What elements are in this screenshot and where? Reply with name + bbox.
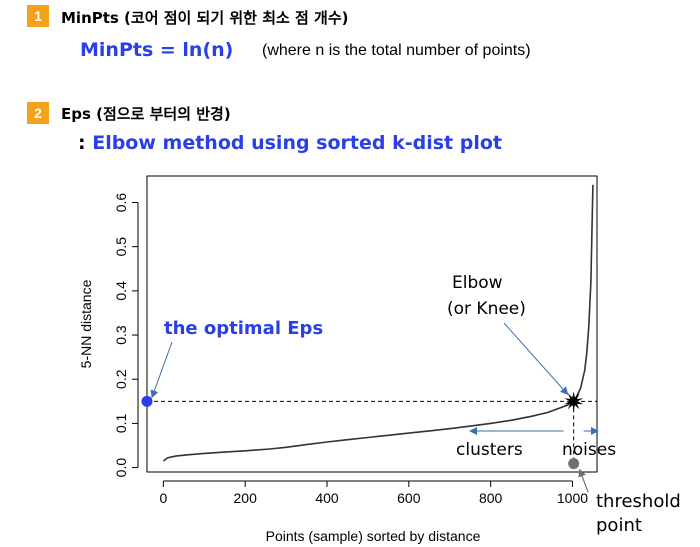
section-2-badge: 2 [27, 102, 49, 124]
elbow-label: Elbow [452, 273, 503, 293]
heading-prefix: : [78, 132, 93, 154]
elbow-method-heading: : Elbow method using sorted k-dist plot [78, 132, 502, 154]
y-tick-label: 0.6 [113, 193, 129, 213]
plot-frame [146, 175, 598, 473]
threshold-label: threshold [596, 491, 681, 512]
y-tick-label: 0.5 [113, 237, 129, 257]
threshold-dot [568, 458, 580, 470]
section-2-title: Eps (점으로 부터의 반경) [61, 105, 231, 123]
threshold-arrow [578, 468, 589, 493]
y-axis-label: 5-NN distance [78, 279, 94, 368]
optimal-eps-dot [141, 395, 153, 407]
x-tick-label: 600 [397, 490, 421, 506]
section-1-title: MinPts (코어 점이 되기 위한 최소 점 개수) [61, 9, 349, 27]
x-tick-label: 400 [315, 490, 339, 506]
minpts-note: (where n is the total number of points) [262, 42, 531, 59]
point-label: point [596, 515, 642, 536]
x-tick-label: 1000 [557, 490, 588, 506]
clusters-label: clusters [456, 440, 523, 460]
optimal-eps-label: the optimal Eps [164, 318, 323, 339]
y-tick-label: 0.1 [113, 413, 129, 433]
y-tick-label: 0.0 [113, 458, 129, 478]
y-tick-label: 0.3 [113, 325, 129, 345]
x-tick-label: 200 [234, 490, 258, 506]
x-tick-label: 800 [479, 490, 503, 506]
noises-label: noises [562, 440, 616, 460]
eps-arrow [150, 341, 173, 399]
y-tick-label: 0.2 [113, 369, 129, 389]
k-dist-curve [162, 184, 594, 462]
section-1-badge: 1 [27, 5, 49, 27]
y-tick-label: 0.4 [113, 281, 129, 301]
elbow-arrow [503, 322, 569, 396]
minpts-formula: MinPts = ln(n) [80, 39, 234, 61]
knee-label: (or Knee) [447, 299, 526, 319]
elbow-star-marker [564, 391, 584, 412]
heading-method: Elbow method using sorted k-dist plot [92, 132, 502, 154]
x-axis-label: Points (sample) sorted by distance [266, 528, 481, 544]
x-tick-label: 0 [159, 490, 167, 506]
